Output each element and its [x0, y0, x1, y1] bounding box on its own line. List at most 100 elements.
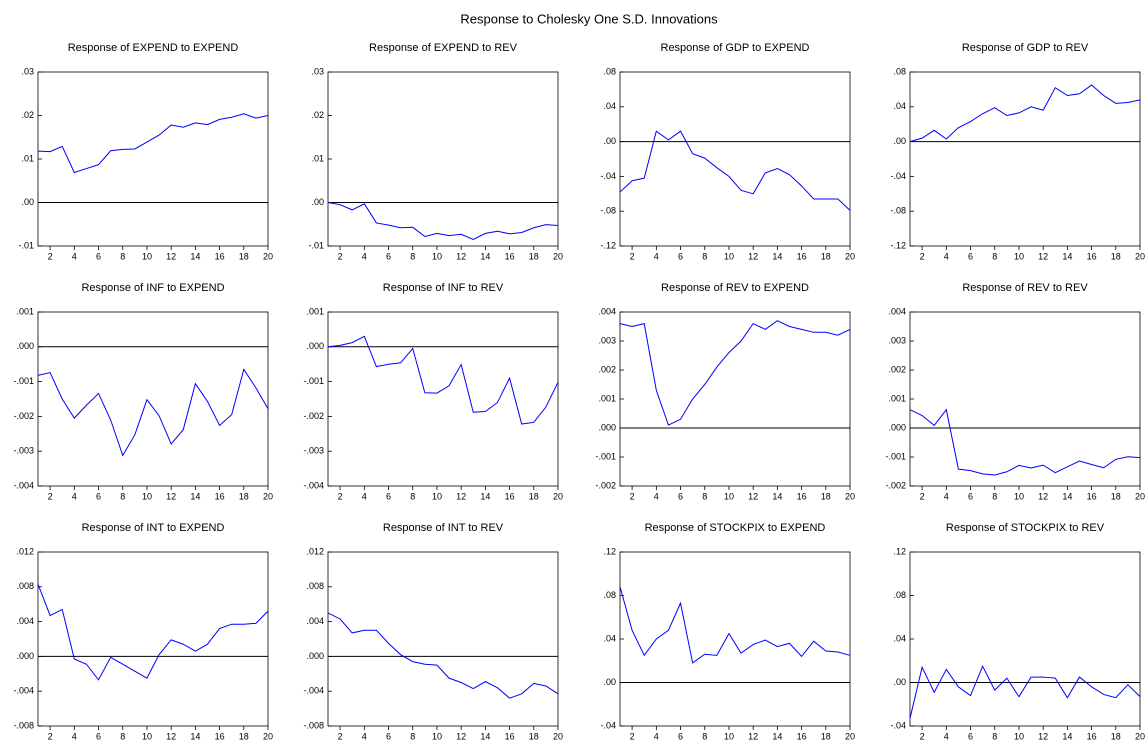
panel-title: Response of STOCKPIX to EXPEND	[645, 522, 826, 534]
panel-title: Response of STOCKPIX to REV	[946, 522, 1105, 534]
y-tick-label: .03	[21, 66, 34, 76]
panel-title: Response of INT to REV	[383, 522, 504, 534]
x-tick-label: 2	[48, 491, 53, 501]
x-tick-label: 6	[96, 491, 101, 501]
x-tick-label: 14	[772, 491, 782, 501]
x-tick-label: 8	[410, 251, 415, 261]
y-tick-label: .08	[893, 66, 906, 76]
y-tick-label: .000	[16, 651, 34, 661]
y-tick-label: .000	[888, 422, 906, 432]
y-tick-label: -.002	[303, 411, 324, 421]
x-tick-label: 16	[215, 251, 225, 261]
x-tick-label: 10	[142, 251, 152, 261]
x-tick-label: 6	[678, 251, 683, 261]
panel-title: Response of INT to EXPEND	[82, 522, 225, 534]
y-tick-label: .08	[603, 590, 616, 600]
y-tick-label: .04	[603, 101, 616, 111]
y-tick-label: .004	[16, 616, 34, 626]
y-tick-label: .01	[21, 153, 34, 163]
x-tick-label: 2	[920, 731, 925, 741]
x-tick-label: 2	[338, 491, 343, 501]
x-tick-label: 18	[529, 491, 539, 501]
x-tick-label: 12	[456, 251, 466, 261]
x-tick-label: 20	[845, 251, 855, 261]
x-tick-label: 6	[386, 251, 391, 261]
x-tick-label: 20	[1135, 251, 1145, 261]
y-tick-label: -.004	[303, 686, 324, 696]
x-tick-label: 14	[190, 491, 200, 501]
x-tick-label: 4	[72, 491, 77, 501]
y-tick-label: .03	[311, 66, 324, 76]
y-tick-label: .00	[311, 197, 324, 207]
x-tick-label: 18	[1111, 731, 1121, 741]
plot-frame	[37, 551, 269, 727]
x-tick-label: 12	[748, 251, 758, 261]
y-tick-label: .001	[598, 393, 616, 403]
x-tick-label: 4	[362, 491, 367, 501]
x-tick-label: 10	[432, 491, 442, 501]
y-tick-label: .04	[893, 101, 906, 111]
x-tick-label: 20	[263, 491, 273, 501]
x-tick-label: 2	[48, 251, 53, 261]
x-tick-label: 8	[410, 491, 415, 501]
y-tick-label: -.04	[600, 720, 616, 730]
plot-frame	[909, 311, 1141, 487]
chart-title: Response to Cholesky One S.D. Innovation…	[460, 11, 718, 26]
panel-title: Response of GDP to REV	[962, 42, 1089, 54]
x-tick-label: 4	[654, 491, 659, 501]
y-tick-label: -.12	[600, 240, 616, 250]
x-tick-label: 18	[239, 251, 249, 261]
x-tick-label: 10	[1014, 491, 1024, 501]
x-tick-label: 18	[529, 731, 539, 741]
x-tick-label: 8	[992, 731, 997, 741]
series-line	[327, 612, 559, 699]
y-tick-label: .004	[598, 306, 616, 316]
x-tick-label: 2	[920, 491, 925, 501]
x-tick-label: 14	[772, 731, 782, 741]
plot-frame	[909, 551, 1141, 727]
y-tick-label: -.003	[303, 446, 324, 456]
x-tick-label: 16	[505, 251, 515, 261]
panel-title: Response of EXPEND to EXPEND	[68, 42, 239, 54]
x-tick-label: 16	[505, 731, 515, 741]
panel-title: Response of INF to EXPEND	[81, 282, 224, 294]
x-tick-label: 18	[821, 731, 831, 741]
x-tick-label: 14	[190, 731, 200, 741]
x-tick-label: 10	[724, 491, 734, 501]
y-tick-label: .000	[16, 341, 34, 351]
x-tick-label: 20	[553, 731, 563, 741]
x-tick-label: 12	[456, 491, 466, 501]
y-tick-label: .00	[893, 136, 906, 146]
x-tick-label: 20	[553, 491, 563, 501]
panel-title: Response of EXPEND to REV	[369, 42, 518, 54]
panel-title: Response of INF to REV	[383, 282, 504, 294]
x-tick-label: 4	[362, 731, 367, 741]
x-tick-label: 18	[821, 251, 831, 261]
y-tick-label: .02	[21, 110, 34, 120]
x-tick-label: 20	[1135, 491, 1145, 501]
y-tick-label: .000	[306, 651, 324, 661]
y-tick-label: .12	[603, 546, 616, 556]
x-tick-label: 18	[1111, 251, 1121, 261]
y-tick-label: -.002	[13, 411, 34, 421]
x-tick-label: 4	[654, 731, 659, 741]
x-tick-label: 4	[944, 251, 949, 261]
y-tick-label: -.08	[890, 206, 906, 216]
x-tick-label: 10	[142, 731, 152, 741]
series-line	[909, 408, 1141, 476]
plot-frame	[327, 311, 559, 487]
x-tick-label: 6	[968, 491, 973, 501]
x-tick-label: 4	[654, 251, 659, 261]
series-line	[37, 368, 269, 457]
y-tick-label: .004	[888, 306, 906, 316]
y-tick-label: .003	[888, 335, 906, 345]
y-tick-label: .00	[603, 677, 616, 687]
x-tick-label: 16	[797, 491, 807, 501]
series-line	[327, 335, 559, 425]
x-tick-label: 6	[96, 251, 101, 261]
x-tick-label: 12	[748, 491, 758, 501]
y-tick-label: -.004	[13, 686, 34, 696]
x-tick-label: 2	[630, 731, 635, 741]
x-tick-label: 8	[992, 251, 997, 261]
x-tick-label: 10	[1014, 731, 1024, 741]
